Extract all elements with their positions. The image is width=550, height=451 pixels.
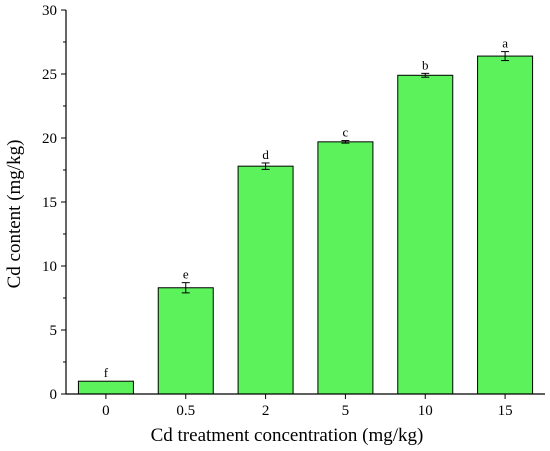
x-tick-label: 10	[418, 403, 433, 419]
y-tick-label: 25	[42, 67, 57, 83]
x-tick-label: 15	[498, 403, 513, 419]
x-tick-label: 0.5	[176, 403, 195, 419]
y-tick-label: 30	[42, 3, 57, 19]
y-tick-label: 10	[42, 259, 57, 275]
y-tick-label: 5	[50, 323, 58, 339]
y-axis-title: Cd content (mg/kg)	[4, 140, 25, 289]
x-axis-title: Cd treatment concentration (mg/kg)	[151, 425, 424, 446]
x-tick-label: 0	[102, 403, 110, 419]
y-tick-label: 15	[42, 195, 57, 211]
y-tick-label: 20	[42, 131, 57, 147]
x-tick-label: 2	[262, 403, 270, 419]
y-tick-label: 0	[50, 387, 58, 403]
plot-area: f 0 e 0.5 d 2 c 5 b 10 a 15 0 5 10 15 20 25 30	[42, 3, 545, 419]
bar	[397, 74, 454, 395]
bar	[77, 380, 134, 395]
significance-letter: f	[104, 365, 109, 380]
bar	[317, 141, 374, 395]
significance-letter: a	[502, 36, 508, 51]
significance-letter: b	[422, 57, 429, 72]
significance-letter: e	[183, 267, 189, 282]
bar	[237, 165, 294, 395]
significance-letter: d	[262, 147, 269, 162]
bar	[477, 55, 534, 395]
significance-letter: c	[343, 125, 349, 140]
bar	[157, 287, 214, 395]
x-tick-label: 5	[342, 403, 350, 419]
